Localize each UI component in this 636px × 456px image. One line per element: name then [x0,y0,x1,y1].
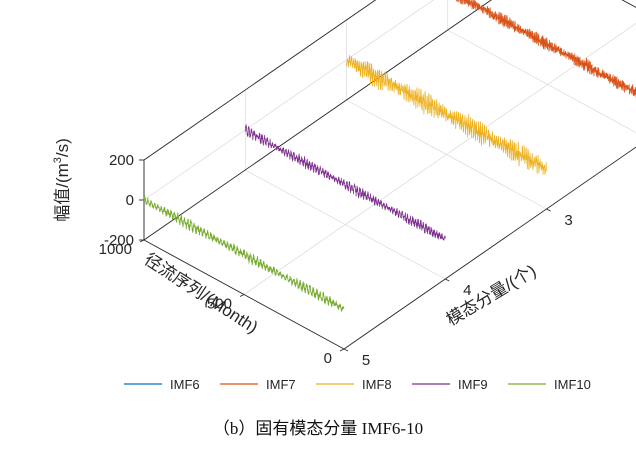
tick-mark [546,208,551,212]
legend-label: IMF9 [458,377,488,392]
legend: IMF6 IMF7 IMF8 IMF9 IMF10 [124,377,591,392]
y-axis-label: 模态分量/(个) [443,261,539,329]
series-line-imf8 [346,54,547,175]
z-axis-label: 幅值/(m3/s) [52,138,72,222]
series-line-imf6 [549,0,636,35]
legend-label: IMF10 [554,377,591,392]
tick-mark [343,348,349,352]
y-tick-label: 3 [564,212,572,229]
tick-mark [239,294,245,297]
series-line-imf10 [143,195,345,312]
y-tick-label: 5 [362,352,370,369]
x-tick-label: 500 [207,296,232,313]
grid-line [549,0,636,29]
x-tick-label: 0 [324,350,332,367]
z-tick-label: 0 [126,192,134,209]
y-tick-label: 4 [463,282,471,299]
figure-caption: （b）固有模态分量 IMF6-10 [213,419,423,438]
grid-line [346,99,547,210]
axis-line [143,0,377,161]
grid-line [447,29,636,133]
legend-label: IMF7 [266,377,296,392]
series-layer [143,0,636,312]
tick-mark [339,348,345,352]
series-line-imf7 [455,0,636,98]
grid-line [245,169,446,280]
axis-line [621,0,636,8]
x-axis-label: 径流序列/(Month) [141,250,261,337]
z-tick-label: -200 [104,232,134,249]
series-line-imf9 [244,124,446,241]
x-tick-label: 1000 [99,241,132,258]
z-tick-label: 200 [109,152,134,169]
grid-line [621,0,636,8]
legend-label: IMF6 [170,377,200,392]
legend-label: IMF8 [362,377,392,392]
tick-mark [445,278,450,282]
